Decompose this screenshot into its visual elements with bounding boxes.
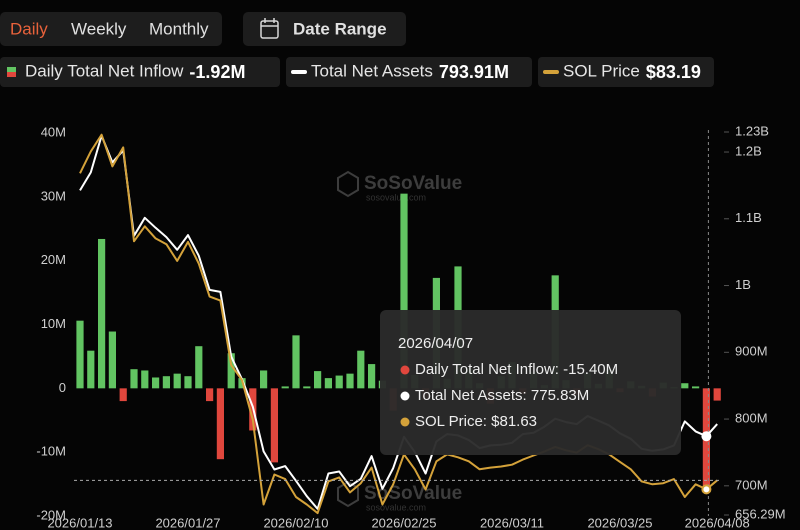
tab-weekly[interactable]: Weekly: [71, 19, 127, 38]
tooltip-date: 2026/04/07: [398, 335, 473, 352]
watermark-logo: [337, 170, 359, 198]
legend-value: 793.91M: [439, 62, 509, 82]
bar: [303, 386, 311, 389]
tooltip-item: SOL Price: $81.63: [415, 413, 537, 430]
y-tick-label: 10M: [41, 316, 66, 331]
x-tick-label: 2026/02/25: [371, 515, 436, 530]
bar: [152, 377, 160, 389]
y2-tick-label: 1B: [735, 277, 751, 292]
bar: [108, 331, 116, 389]
legend-icon: [7, 67, 16, 72]
legend-item-box: [538, 57, 714, 87]
y-tick-label: -20M: [36, 507, 66, 522]
bar: [162, 376, 170, 389]
y-tick-label: 20M: [41, 252, 66, 267]
bar: [400, 193, 408, 389]
legend: Daily Total Net Inflow -1.92M Total Net As…: [0, 57, 714, 87]
date-range-label[interactable]: Date Range: [293, 19, 387, 38]
tooltip-dot: [400, 391, 410, 401]
y-tick-label: 0: [59, 380, 66, 395]
watermark: SoSoValue: [364, 483, 462, 504]
y-tick-label: 30M: [41, 188, 66, 203]
tooltip-box: [380, 310, 681, 455]
line: [79, 133, 718, 515]
bar: [270, 388, 278, 463]
bar: [368, 364, 376, 389]
x-tick-label: 2026/04/08: [685, 515, 750, 530]
tab-daily[interactable]: Daily: [10, 19, 48, 38]
legend-value: -1.92M: [189, 62, 245, 82]
y2-tick-label: 656.29M: [735, 506, 786, 521]
y2-tick-label: 1.2B: [735, 143, 762, 158]
y2-tick-label: 1.23B: [735, 123, 769, 138]
y2-tick-label: 1.1B: [735, 210, 762, 225]
bar: [335, 375, 343, 389]
y2-tick-label: 900M: [735, 344, 768, 359]
legend-label: SOL Price: [563, 61, 640, 80]
bar: [130, 369, 138, 389]
bar: [692, 386, 700, 389]
bar: [87, 350, 95, 389]
x-tick-label: 2026/01/27: [155, 515, 220, 530]
bar: [713, 388, 721, 401]
watermark: SoSoValue: [364, 173, 462, 194]
tooltip-item: Daily Total Net Inflow: -15.40M: [415, 361, 618, 378]
tooltip-dot: [400, 417, 410, 427]
x-tick-label: 2026/03/11: [480, 515, 544, 530]
bar: [227, 353, 235, 389]
bar: [119, 388, 127, 402]
legend-icon: [7, 72, 16, 77]
tooltip-dot: [400, 365, 410, 375]
legend-item-box: [0, 57, 280, 87]
bar: [195, 346, 203, 389]
bar: [141, 370, 149, 389]
watermark-sub: sosovalue.com: [366, 502, 426, 512]
bar: [76, 320, 84, 389]
legend-label: Daily Total Net Inflow: [25, 61, 184, 80]
y2-tick-label: 800M: [735, 410, 768, 425]
bar: [184, 376, 192, 389]
bar: [324, 378, 332, 389]
x-tick-label: 2026/02/10: [263, 515, 328, 530]
bar: [346, 373, 354, 389]
bar: [314, 371, 322, 389]
bar: [173, 373, 181, 389]
legend-label: Total Net Assets: [311, 61, 433, 80]
legend-value: $83.19: [646, 62, 701, 82]
bar: [357, 350, 365, 389]
y2-tick-label: 700M: [735, 477, 768, 492]
bar: [281, 386, 289, 389]
tooltip: 2026/04/07 Daily Total Net Inflow: -15.4…: [380, 310, 681, 455]
hover-dot: [701, 484, 712, 495]
y-tick-label: 40M: [41, 124, 66, 139]
tab-monthly[interactable]: Monthly: [149, 19, 209, 38]
tooltip-item: Total Net Assets: 775.83M: [415, 387, 589, 404]
bar: [98, 238, 106, 389]
legend-item-box: [286, 57, 532, 87]
bar: [216, 388, 224, 460]
bar: [260, 370, 268, 389]
bar: [292, 335, 300, 389]
bar: [206, 388, 214, 402]
date-range-button[interactable]: [243, 12, 406, 46]
calendar-icon: [260, 18, 279, 39]
watermark-sub: sosovalue.com: [366, 192, 426, 202]
x-tick-label: 2026/03/25: [587, 515, 652, 530]
x-tick-label: 2026/01/13: [47, 515, 112, 530]
y-tick-label: -10M: [36, 444, 66, 459]
hover-dot: [701, 431, 712, 442]
bar: [681, 383, 689, 389]
tab-group: [0, 12, 222, 46]
